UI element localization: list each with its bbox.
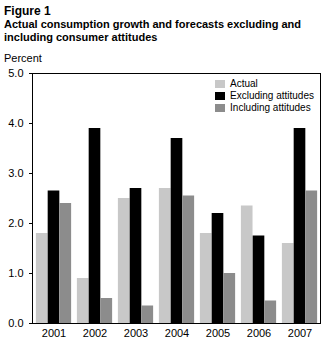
html-text:Actual: Actual — [230, 78, 258, 89]
html-text:Figure 1: Figure 1 — [4, 4, 51, 18]
svg-text:0.0: 0.0 — [8, 317, 23, 329]
svg-text:3.0: 3.0 — [8, 167, 23, 179]
svg-text:2001: 2001 — [42, 327, 66, 339]
svg-text:2006: 2006 — [247, 327, 271, 339]
svg-text:2002: 2002 — [83, 327, 107, 339]
svg-text:2003: 2003 — [124, 327, 148, 339]
svg-text:2004: 2004 — [165, 327, 189, 339]
html-text:Percent: Percent — [4, 52, 42, 64]
html-text:Excluding attitudes: Excluding attitudes — [230, 90, 314, 101]
svg-text:5.0: 5.0 — [8, 67, 23, 79]
html-text:Actual consumption growth and: Actual consumption growth and forecasts … — [4, 18, 301, 43]
svg-text:2.0: 2.0 — [8, 217, 23, 229]
svg-text:2005: 2005 — [206, 327, 230, 339]
svg-text:2007: 2007 — [288, 327, 312, 339]
html-text:Including attitudes: Including attitudes — [230, 102, 311, 113]
svg-text:4.0: 4.0 — [8, 117, 23, 129]
svg-text:1.0: 1.0 — [8, 267, 23, 279]
